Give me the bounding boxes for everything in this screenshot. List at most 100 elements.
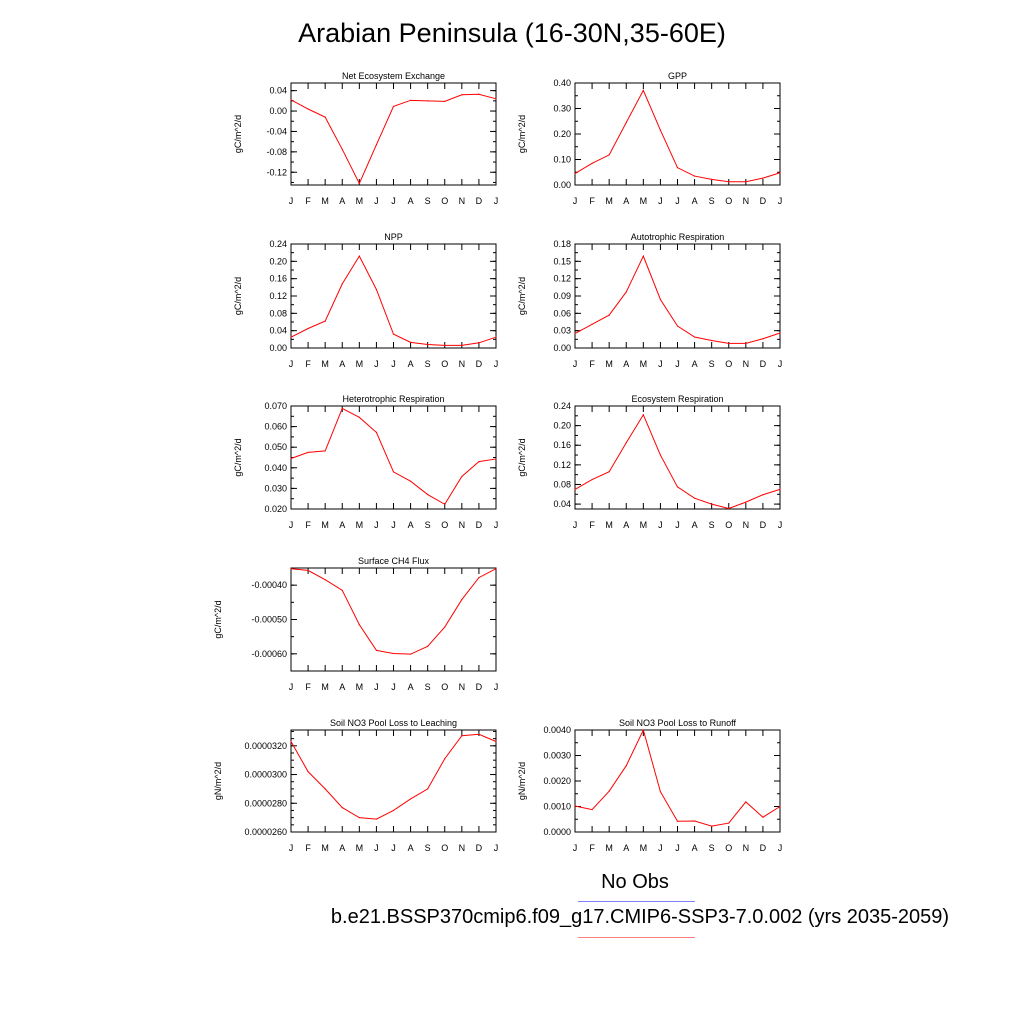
y-tick-label: -0.00050: [251, 615, 287, 625]
x-tick-label: D: [476, 196, 483, 206]
series-line: [290, 93, 497, 185]
autotrophic-respiration-panel: Autotrophic Respiration gC/m^2/d 0.00 0.03 0…: [517, 232, 782, 369]
x-tick-label: A: [339, 359, 345, 369]
y-tick-label: 0.06: [553, 308, 571, 318]
legend-run-line: [578, 937, 695, 938]
x-tick-label: J: [675, 359, 680, 369]
x-tick-label: J: [778, 359, 783, 369]
plot-frame: [574, 405, 781, 510]
x-tick-label: O: [441, 520, 448, 530]
x-tick-label: O: [725, 520, 732, 530]
x-tick-label: M: [605, 843, 613, 853]
y-tick-label: 0.12: [553, 274, 571, 284]
x-tick-label: N: [459, 196, 466, 206]
y-axis-label: gC/m^2/d: [517, 438, 527, 476]
x-tick-label: J: [374, 520, 379, 530]
x-tick-label: M: [321, 196, 329, 206]
x-tick-label: S: [709, 196, 715, 206]
y-tick-label: 0.20: [553, 129, 571, 139]
x-tick-label: D: [760, 196, 767, 206]
x-tick-label: J: [391, 843, 396, 853]
x-tick-label: N: [459, 359, 466, 369]
x-tick-label: A: [623, 196, 629, 206]
x-tick-label: S: [709, 359, 715, 369]
x-tick-label: J: [494, 682, 499, 692]
y-axis-label: gC/m^2/d: [517, 115, 527, 153]
x-tick-label: N: [743, 359, 750, 369]
x-tick-label: S: [425, 520, 431, 530]
x-tick-label: A: [692, 843, 698, 853]
y-tick-label: 0.00: [269, 343, 287, 353]
x-tick-label: M: [605, 520, 613, 530]
y-tick-label: 0.030: [264, 483, 287, 493]
y-tick-label: 0.16: [269, 274, 287, 284]
y-tick-label: 0.00: [269, 106, 287, 116]
x-tick-label: S: [709, 843, 715, 853]
x-tick-label: D: [476, 843, 483, 853]
x-tick-label: A: [408, 520, 414, 530]
ecosystem-respiration-panel: Ecosystem Respiration gC/m^2/d 0.04 0.08 0.1…: [517, 394, 782, 530]
y-tick-label: 0.20: [553, 421, 571, 431]
x-tick-label: J: [289, 359, 294, 369]
plot-frame: [574, 243, 781, 349]
x-tick-label: D: [476, 520, 483, 530]
x-tick-label: F: [305, 196, 311, 206]
x-tick-label: J: [675, 520, 680, 530]
x-tick-label: F: [589, 196, 595, 206]
y-tick-label: -0.08: [266, 147, 287, 157]
series-line: [290, 568, 497, 655]
x-tick-label: N: [459, 520, 466, 530]
x-tick-label: F: [589, 843, 595, 853]
x-tick-label: M: [640, 196, 648, 206]
x-tick-label: A: [408, 843, 414, 853]
x-tick-label: A: [692, 359, 698, 369]
y-tick-label: 0.12: [269, 291, 287, 301]
x-tick-label: J: [289, 520, 294, 530]
x-tick-label: J: [289, 843, 294, 853]
y-tick-label: 0.40: [553, 78, 571, 88]
panel-title: Autotrophic Respiration: [631, 232, 725, 242]
panel-title: Surface CH4 Flux: [358, 556, 430, 566]
soil-no3-runoff-panel: Soil NO3 Pool Loss to Runoff gN/m^2/d 0.00…: [517, 718, 782, 853]
x-tick-label: A: [408, 682, 414, 692]
y-tick-label: 0.15: [553, 256, 571, 266]
x-tick-label: M: [356, 359, 364, 369]
x-tick-label: F: [305, 359, 311, 369]
y-tick-label: 0.0040: [543, 725, 571, 735]
y-tick-label: 0.0030: [543, 751, 571, 761]
y-tick-label: 0.24: [269, 239, 287, 249]
npp-panel: NPP gC/m^2/d 0.00 0.04 0.08 0.12 0.16 0.20 0.24 J…: [233, 232, 498, 369]
x-tick-label: A: [692, 196, 698, 206]
series-line: [574, 254, 781, 344]
x-tick-label: M: [356, 682, 364, 692]
x-tick-label: A: [623, 520, 629, 530]
y-tick-label: 0.16: [553, 440, 571, 450]
x-tick-label: D: [476, 359, 483, 369]
x-tick-label: J: [289, 196, 294, 206]
x-tick-label: F: [305, 682, 311, 692]
x-tick-label: M: [605, 359, 613, 369]
series-line: [290, 407, 497, 505]
x-tick-label: D: [760, 359, 767, 369]
x-tick-label: J: [289, 682, 294, 692]
x-tick-label: S: [425, 843, 431, 853]
y-tick-label: 0.04: [269, 86, 287, 96]
x-tick-label: O: [725, 843, 732, 853]
series-line: [574, 413, 781, 510]
x-tick-label: J: [391, 359, 396, 369]
x-tick-label: N: [743, 843, 750, 853]
y-tick-label: 0.04: [553, 499, 571, 509]
y-tick-label: 0.04: [269, 326, 287, 336]
panel-title: Net Ecosystem Exchange: [342, 71, 445, 81]
page-title: Arabian Peninsula (16-30N,35-60E): [298, 18, 726, 48]
series-line: [574, 89, 781, 183]
y-tick-label: 0.070: [264, 401, 287, 411]
panel-title: Ecosystem Respiration: [631, 394, 723, 404]
x-tick-label: A: [623, 359, 629, 369]
plot-frame: [574, 82, 781, 186]
x-tick-label: O: [441, 359, 448, 369]
series-line: [574, 728, 781, 827]
x-tick-label: S: [709, 520, 715, 530]
